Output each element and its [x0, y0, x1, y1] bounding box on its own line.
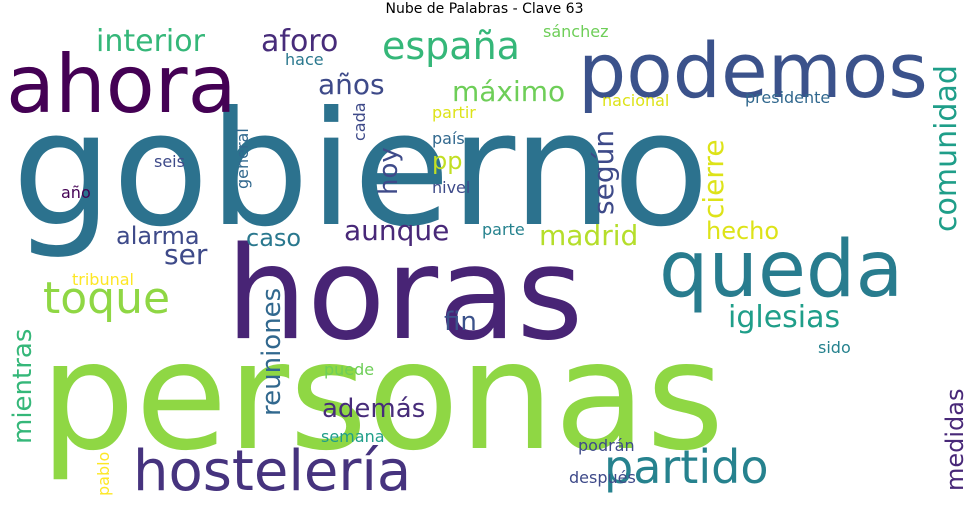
word-partir: partir — [432, 103, 476, 122]
word-sido: sido — [818, 338, 851, 357]
word-hecho: hecho — [706, 217, 780, 245]
word-ademas: además — [322, 394, 426, 424]
word-general: general — [233, 128, 252, 189]
word-sanchez: sánchez — [543, 22, 609, 41]
word-reuniones: reuniones — [257, 287, 287, 416]
word-aforo: aforo — [261, 24, 339, 59]
word-toque: toque — [43, 273, 171, 324]
word-parte: parte — [482, 220, 525, 239]
word-cada: cada — [350, 102, 369, 141]
word-personas: personas — [40, 310, 725, 484]
word-cierre: cierre — [697, 139, 730, 219]
word-espana: españa — [382, 24, 520, 68]
word-hosteleria: hostelería — [133, 439, 412, 504]
word-iglesias: iglesias — [728, 300, 841, 335]
word-partido: partido — [604, 440, 769, 494]
word-anos: años — [318, 68, 385, 101]
word-mientras: mientras — [8, 328, 38, 444]
word-horas: horas — [226, 220, 584, 369]
word-presidente: presidente — [745, 88, 831, 107]
chart-title: Nube de Palabras - Clave 63 — [385, 1, 584, 17]
word-podran: podrán — [578, 436, 635, 455]
word-aunque: aunque — [344, 214, 450, 247]
word-pp: pp — [432, 147, 463, 175]
word-madrid: madrid — [539, 219, 639, 252]
word-fin: fin — [444, 307, 477, 337]
word-puede: puede — [324, 360, 375, 379]
word-seis: seis — [154, 152, 185, 171]
word-despues: después — [569, 468, 636, 487]
word-nivel: nivel — [432, 178, 471, 197]
word-ano: año — [61, 183, 91, 202]
word-queda: queda — [659, 225, 904, 315]
word-pais: país — [432, 129, 465, 148]
word-comunidad: comunidad — [929, 65, 964, 232]
word-alarma: alarma — [116, 222, 200, 250]
word-ser: ser — [164, 238, 208, 271]
word-semana: semana — [321, 427, 385, 446]
word-cloud: gobierno personas horas podemos ahora qu… — [6, 19, 969, 507]
word-segun: según — [587, 129, 620, 215]
word-hace: hace — [285, 50, 324, 69]
word-hoy: hoy — [374, 147, 404, 195]
word-medidas: medidas — [941, 388, 969, 492]
word-pablo: pablo — [94, 451, 113, 496]
word-gobierno: gobierno — [12, 78, 710, 262]
word-ahora: ahora — [6, 38, 237, 131]
word-nacional: nacional — [602, 91, 670, 110]
word-tribunal: tribunal — [72, 270, 134, 289]
word-maximo: máximo — [452, 75, 566, 108]
word-podemos: podemos — [578, 26, 928, 115]
word-interior: interior — [96, 24, 205, 59]
word-caso: caso — [246, 224, 302, 252]
